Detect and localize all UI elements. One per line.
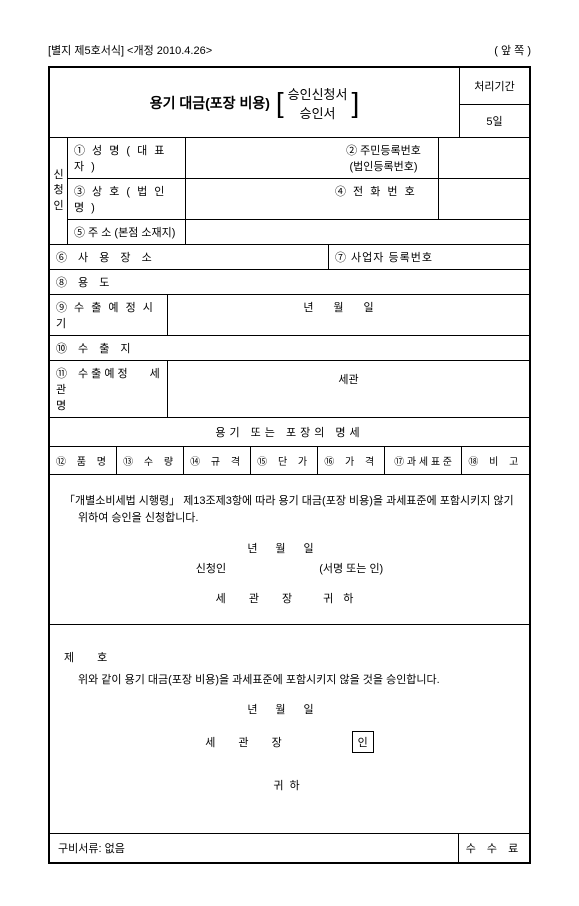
customs-chief-to: 세 관 장 귀하 bbox=[64, 590, 515, 606]
bracket-right: ] bbox=[351, 89, 359, 117]
applicant-section: 신 청 인 ① 성 명 ( 대 표 자 ) ② 주민등록번호 (법인등록번호) … bbox=[50, 138, 529, 245]
required-docs: 구비서류: 없음 bbox=[50, 834, 459, 862]
bracket-left: [ bbox=[276, 89, 284, 117]
spec-col-spec: ⑭ 규 격 bbox=[184, 447, 251, 474]
row-location: ⑥ 사 용 장 소 ⑦ 사업자 등록번호 bbox=[50, 245, 529, 270]
field-export-date-value[interactable]: 년월일 bbox=[168, 295, 529, 335]
field-rrn-value[interactable] bbox=[439, 138, 529, 178]
field-location-label: ⑥ 사 용 장 소 bbox=[56, 252, 156, 264]
row-export-dest: ⑩ 수 출 지 bbox=[50, 336, 529, 361]
chief-seal-row: 세 관 장 인 bbox=[64, 731, 515, 753]
spec-col-name: ⑫ 품 명 bbox=[50, 447, 117, 474]
field-company-value[interactable] bbox=[186, 179, 329, 219]
applicant-label-char2: 청 bbox=[53, 183, 63, 198]
application-body: 「개별소비세법 시행령」 제13조제3항에 따라 용기 대금(포장 비용)을 과… bbox=[50, 475, 529, 625]
title-bracket-line2: 승인서 bbox=[288, 103, 348, 122]
fee-label: 수 수 료 bbox=[459, 834, 529, 862]
field-purpose-label: ⑧ 용 도 bbox=[56, 274, 113, 290]
customs-chief-label: 세 관 장 bbox=[205, 734, 291, 750]
signature-note: (서명 또는 인) bbox=[319, 560, 383, 576]
field-company-label: ③ 상 호 ( 법 인 명 ) bbox=[68, 179, 186, 219]
applicant-label-char3: 인 bbox=[53, 199, 63, 214]
spec-col-qty: ⑬ 수 량 bbox=[117, 447, 184, 474]
applicant-section-label: 신 청 인 bbox=[50, 138, 68, 244]
title-bracket-line1: 승인신청서 bbox=[288, 84, 348, 103]
form-id-label: [별지 제5호서식] <개정 2010.4.26> bbox=[48, 42, 212, 58]
spec-col-taxbase: ⑰ 과 세 표 준 bbox=[385, 447, 462, 474]
applicant-sign-label: 신청인 bbox=[196, 560, 226, 576]
title-row: 용기 대금(포장 비용) [ 승인신청서 승인서 ] 처리기간 5일 bbox=[50, 68, 529, 138]
form-title: 용기 대금(포장 비용) [ 승인신청서 승인서 ] bbox=[50, 68, 459, 137]
approval-date[interactable]: 년월일 bbox=[64, 701, 515, 717]
applicant-fields: ① 성 명 ( 대 표 자 ) ② 주민등록번호 (법인등록번호) ③ 상 호 … bbox=[68, 138, 529, 244]
field-customs-value[interactable]: 세관 bbox=[168, 361, 529, 417]
processing-period-label: 처리기간 bbox=[460, 68, 529, 105]
field-phone-label: ④ 전 화 번 호 bbox=[329, 179, 439, 219]
approval-to: 귀하 bbox=[64, 777, 515, 793]
field-name-value[interactable] bbox=[186, 138, 329, 178]
field-customs-label-line1: ⑪ 수 출 예 정 세 관 bbox=[56, 365, 161, 397]
row-export-date: ⑨ 수 출 예 정 시 기 년월일 bbox=[50, 295, 529, 336]
field-rrn-sub: (법인등록번호) bbox=[335, 158, 432, 174]
spec-header: 용기 또는 포장의 명세 bbox=[50, 418, 529, 447]
field-name-label: ① 성 명 ( 대 표 자 ) bbox=[68, 138, 186, 178]
processing-period-value: 5일 bbox=[460, 105, 529, 137]
field-phone-value[interactable] bbox=[439, 179, 529, 219]
field-rrn: ② 주민등록번호 (법인등록번호) bbox=[329, 138, 439, 178]
application-date[interactable]: 년월일 bbox=[64, 540, 515, 556]
page-indicator: ( 앞 쪽 ) bbox=[494, 42, 531, 58]
field-bizno-label: ⑦ 사업자 등록번호 bbox=[335, 249, 433, 265]
form-container: 용기 대금(포장 비용) [ 승인신청서 승인서 ] 처리기간 5일 신 청 인… bbox=[48, 66, 531, 864]
field-export-dest-label: ⑩ 수 출 지 bbox=[56, 340, 135, 356]
applicant-label-char1: 신 bbox=[53, 168, 63, 183]
field-export-date-label: ⑨ 수 출 예 정 시 기 bbox=[50, 295, 168, 335]
field-address-label: ⑤ 주 소 (본점 소재지) bbox=[68, 220, 186, 244]
seal-box: 인 bbox=[352, 731, 374, 753]
field-customs-label-line2: 명 bbox=[56, 397, 161, 413]
title-main-text: 용기 대금(포장 비용) bbox=[150, 93, 270, 113]
processing-period-box: 처리기간 5일 bbox=[459, 68, 529, 137]
applicant-signature-line: 신청인 (서명 또는 인) bbox=[64, 560, 515, 576]
field-address-value[interactable] bbox=[186, 220, 529, 244]
spec-table-header: ⑫ 품 명 ⑬ 수 량 ⑭ 규 격 ⑮ 단 가 ⑯ 가 격 ⑰ 과 세 표 준 … bbox=[50, 447, 529, 475]
footer-row: 구비서류: 없음 수 수 료 bbox=[50, 834, 529, 862]
field-customs-label: ⑪ 수 출 예 정 세 관 명 bbox=[50, 361, 168, 417]
row-customs: ⑪ 수 출 예 정 세 관 명 세관 bbox=[50, 361, 529, 418]
spec-col-unit: ⑮ 단 가 bbox=[251, 447, 318, 474]
approval-paragraph: 위와 같이 용기 대금(포장 비용)을 과세표준에 포함시키지 않을 것을 승인… bbox=[64, 671, 515, 687]
application-paragraph: 「개별소비세법 시행령」 제13조제3항에 따라 용기 대금(포장 비용)을 과… bbox=[64, 493, 515, 526]
field-rrn-label: ② 주민등록번호 bbox=[335, 142, 432, 158]
row-purpose: ⑧ 용 도 bbox=[50, 270, 529, 295]
spec-col-price: ⑯ 가 격 bbox=[318, 447, 385, 474]
approval-body: 제 호 위와 같이 용기 대금(포장 비용)을 과세표준에 포함시키지 않을 것… bbox=[50, 625, 529, 834]
spec-col-note: ⑱ 비 고 bbox=[462, 447, 529, 474]
title-bracket-group: [ 승인신청서 승인서 ] bbox=[276, 84, 359, 122]
approval-number: 제 호 bbox=[64, 649, 515, 665]
